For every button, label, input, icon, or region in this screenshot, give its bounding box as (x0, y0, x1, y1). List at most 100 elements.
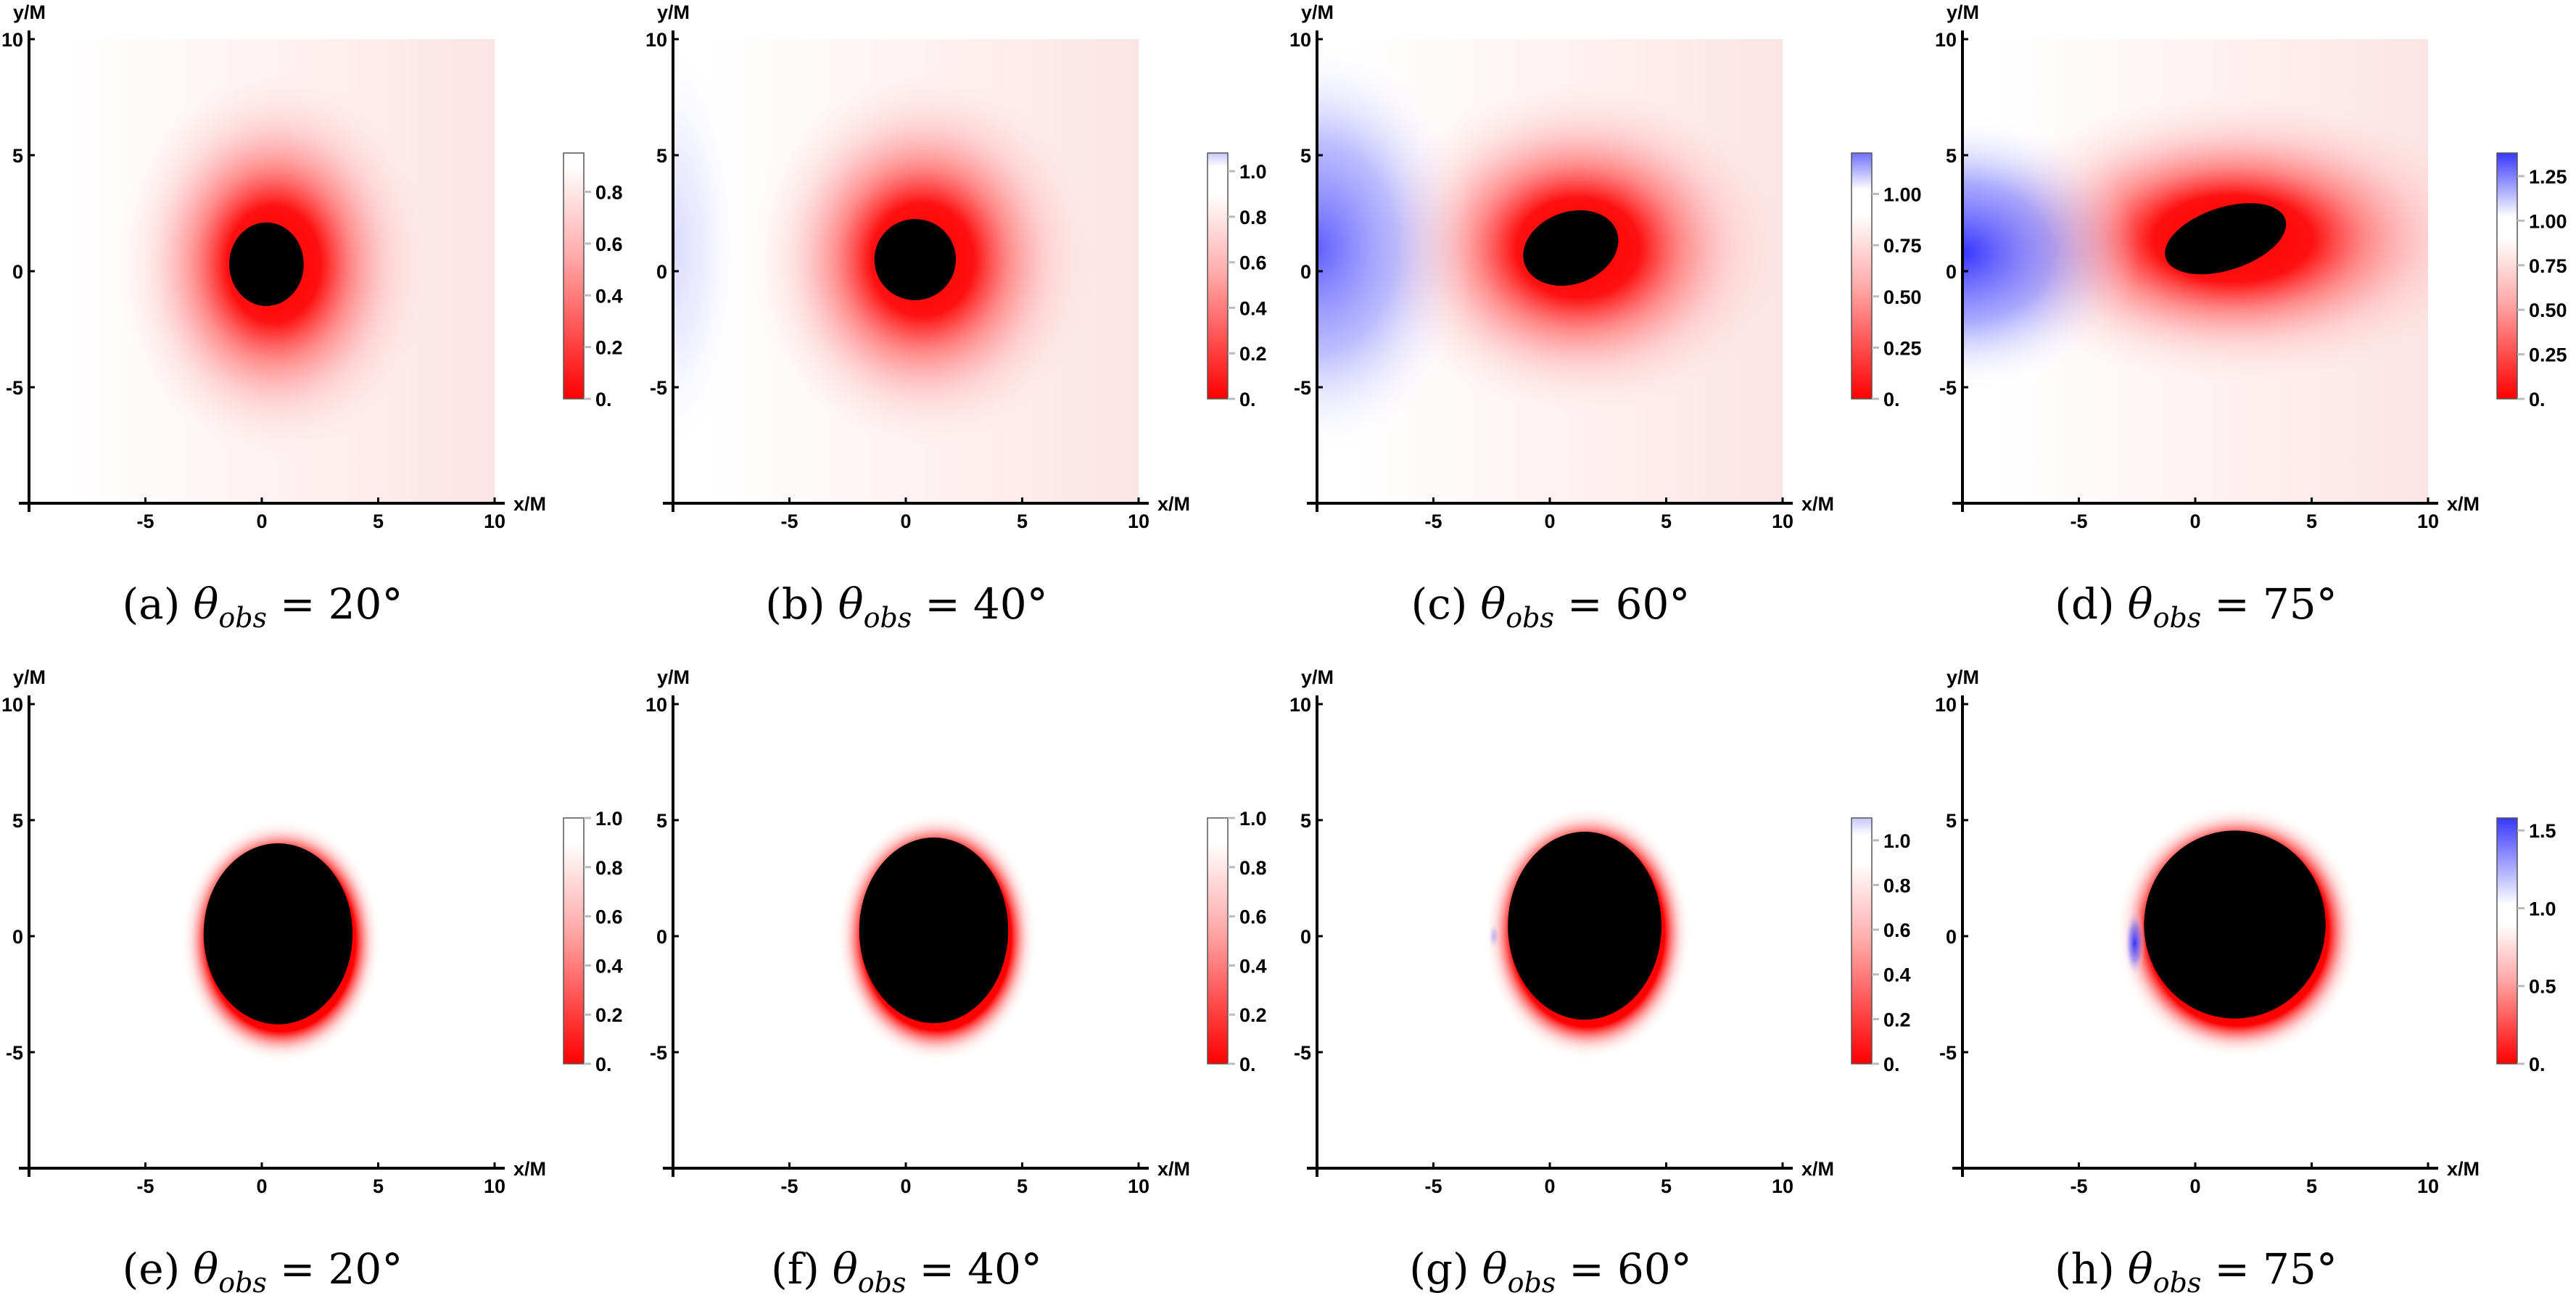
x-tick-label: 5 (2306, 510, 2317, 532)
panel-a: -5 0 5 10 10 5 0 -5 y/M x/M 0. 0.2 0.4 0.6 0.8 (a) θobs =… (1, 1, 623, 634)
colorbar-tick-label: 0.8 (1239, 207, 1267, 228)
y-tick-label: 0 (1946, 926, 1957, 948)
caption-subscript: obs (2153, 1267, 2202, 1298)
colorbar-tick-label: 0.4 (595, 955, 623, 977)
caption-label: (a) (123, 579, 181, 629)
caption-symbol: θ (1482, 1244, 1508, 1294)
colorbar-tick-label: 1.25 (2529, 166, 2567, 188)
y-tick-label: 5 (12, 810, 23, 832)
caption-equals: = (925, 579, 960, 629)
caption-equals: = (2214, 579, 2250, 629)
y-tick-label: 10 (1, 29, 23, 51)
caption-subscript: obs (1506, 602, 1554, 634)
colorbar-tick-label: 0.5 (2529, 976, 2556, 998)
panel-c: -5 0 5 10 10 5 0 -5 y/M x/M 0. 0.25 0.50 0.75 1.00 (c) θ… (1289, 1, 1922, 634)
black-hole-shadow (1523, 210, 1619, 286)
colorbar-tick-label: 0.2 (595, 1004, 623, 1026)
caption-angle: 75° (2263, 579, 2337, 629)
x-tick-label: 0 (256, 1175, 267, 1197)
density-plot (30, 704, 495, 1168)
x-tick-label: 5 (373, 510, 384, 532)
caption-equals: = (1567, 579, 1603, 629)
colorbar-tick-label: 0.8 (595, 182, 623, 204)
panel-h: -5 0 5 10 10 5 0 -5 y/M x/M 0. 0.5 1.0 1.5 (h) θobs = 75° (1935, 666, 2556, 1298)
x-axis-label: x/M (1157, 1158, 1190, 1180)
blueshift-region (1964, 113, 2139, 392)
colorbar (1207, 817, 1229, 1065)
colorbar-tick-label: 1.00 (1883, 184, 1922, 206)
y-tick-label: -5 (1294, 377, 1311, 399)
y-tick-label: -5 (1939, 1042, 1957, 1064)
caption-subscript: obs (858, 1267, 907, 1298)
caption-angle: 20° (329, 579, 403, 629)
caption-label: (e) (123, 1244, 181, 1294)
x-tick-label: 0 (900, 510, 911, 532)
density-plot (1964, 704, 2428, 1168)
colorbar-tick-label: 0. (2529, 1054, 2546, 1075)
black-hole-shadow (1508, 832, 1662, 1020)
caption-label: (b) (765, 579, 825, 629)
colorbar (1851, 152, 1873, 400)
y-tick-label: 5 (656, 145, 667, 167)
caption-label: (d) (2055, 579, 2114, 629)
caption-equals: = (1569, 1244, 1604, 1294)
colorbar-tick-label: 0.8 (595, 857, 623, 879)
x-axis-label: x/M (513, 493, 546, 515)
x-axis-label: x/M (2447, 493, 2480, 515)
y-tick-label: 10 (645, 29, 667, 51)
y-axis-label: y/M (1301, 1, 1334, 23)
colorbar-tick-label: 0.2 (1239, 1004, 1267, 1026)
panel-caption: (a) θobs = 20° (123, 579, 403, 634)
colorbar-tick-label: 0.2 (1883, 1009, 1911, 1030)
caption-angle: 40° (973, 579, 1048, 629)
caption-subscript: obs (864, 602, 912, 634)
panel-caption: (b) θobs = 40° (765, 579, 1047, 634)
y-tick-label: 10 (1935, 694, 1957, 716)
caption-equals: = (280, 1244, 315, 1294)
y-tick-label: 0 (12, 261, 23, 283)
colorbar-tick-label: 0. (595, 1054, 612, 1075)
density-plot (62, 39, 495, 503)
y-tick-label: 10 (1935, 29, 1957, 51)
colorbar-tick-label: 0. (1883, 389, 1900, 410)
x-tick-label: -5 (136, 1175, 154, 1197)
y-tick-label: 0 (656, 926, 667, 948)
y-tick-label: -5 (1294, 1042, 1311, 1064)
y-tick-label: 10 (1, 694, 23, 716)
x-tick-label: -5 (136, 510, 154, 532)
colorbar-tick-label: 0. (1883, 1054, 1900, 1075)
panel-g: -5 0 5 10 10 5 0 -5 y/M x/M 0. 0.2 0.4 0.6 0.8 1.0 (g) θo… (1289, 666, 1911, 1298)
x-axis-label: x/M (2447, 1158, 2480, 1180)
y-tick-label: 0 (1300, 261, 1311, 283)
black-hole-shadow (2144, 830, 2326, 1019)
panel-d: -5 0 5 10 10 5 0 -5 y/M x/M 0. 0.25 0.50 0.75 1.00 1.25… (1935, 1, 2567, 634)
colorbar-tick-label: 0.6 (1239, 906, 1267, 928)
black-hole-shadow (229, 222, 304, 306)
caption-label: (f) (771, 1244, 820, 1294)
colorbar-tick-label: 0.6 (595, 233, 623, 255)
density-plot (1318, 39, 1783, 503)
x-tick-label: 10 (1128, 510, 1149, 532)
panel-e: -5 0 5 10 10 5 0 -5 y/M x/M 0. 0.2 0.4 0.6 0.8 1.0 (e) θo… (1, 666, 623, 1298)
caption-subscript: obs (218, 1267, 267, 1298)
y-axis-label: y/M (657, 666, 690, 688)
caption-angle: 60° (1616, 579, 1690, 629)
x-tick-label: 5 (1661, 510, 1672, 532)
caption-subscript: obs (2153, 602, 2202, 634)
y-tick-label: 5 (1946, 810, 1957, 832)
y-tick-label: -5 (650, 377, 667, 399)
caption-label: (c) (1411, 579, 1468, 629)
x-tick-label: 5 (1661, 1175, 1672, 1197)
colorbar-tick-label: 0.8 (1239, 857, 1267, 879)
colorbar-tick-label: 0.6 (595, 906, 623, 928)
caption-symbol: θ (838, 579, 864, 629)
x-tick-label: 0 (1544, 510, 1555, 532)
y-axis-label: y/M (1947, 1, 1979, 23)
x-axis-label: x/M (1801, 493, 1834, 515)
caption-symbol: θ (193, 579, 218, 629)
colorbar-tick-label: 0.75 (1883, 235, 1922, 257)
caption-symbol: θ (2128, 1244, 2153, 1294)
y-tick-label: 5 (1300, 145, 1311, 167)
black-hole-shadow (203, 843, 353, 1025)
x-tick-label: 10 (2417, 510, 2439, 532)
